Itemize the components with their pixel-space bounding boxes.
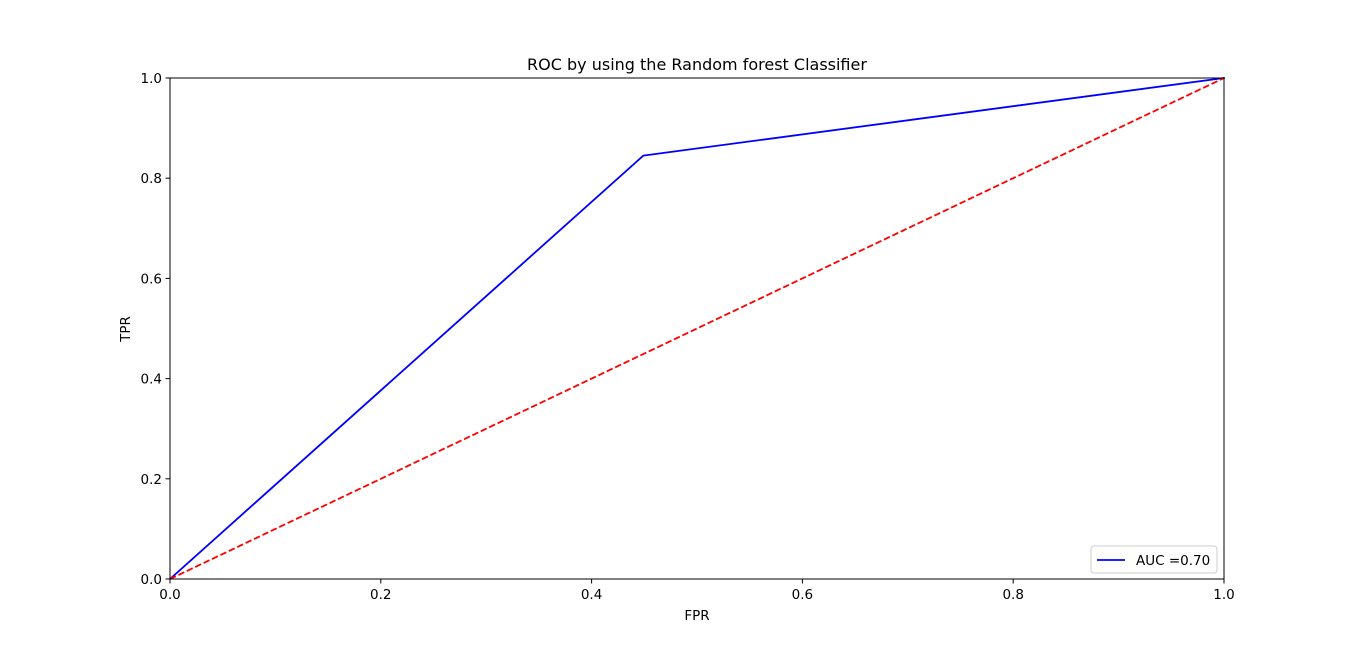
x-tick-label: 0.6: [792, 587, 813, 603]
series-layer: [168, 76, 1226, 581]
x-tick-label: 0.4: [581, 587, 602, 603]
y-tick-label: 0.8: [141, 171, 162, 187]
x-tick-label: 0.2: [370, 587, 391, 603]
plot-area: [168, 76, 1226, 581]
x-tick-label: 0.0: [159, 587, 180, 603]
chart-title: ROC by using the Random forest Classifie…: [527, 55, 867, 74]
legend: AUC =0.70: [1090, 545, 1218, 574]
legend-label: AUC =0.70: [1136, 553, 1210, 569]
axes-frame: [169, 77, 1225, 580]
x-axis-label: FPR: [684, 608, 709, 624]
x-axis-ticks: 0.0 0.2 0.4 0.6 0.8 1.0: [159, 579, 1235, 603]
y-tick-label: 1.0: [141, 71, 162, 87]
diagonal-reference-line: [169, 77, 1225, 580]
y-tick-label: 0.6: [141, 271, 162, 287]
y-tick-label: 0.2: [141, 472, 162, 488]
x-tick-label: 1.0: [1213, 587, 1234, 603]
y-axis-ticks: 0.0 0.2 0.4 0.6 0.8 1.0: [141, 71, 170, 588]
roc-curve-line: [168, 76, 1226, 581]
y-tick-label: 0.4: [141, 372, 162, 388]
y-tick-label: 0.0: [141, 572, 162, 588]
legend-items: AUC =0.70: [1097, 553, 1210, 569]
legend-box: [1090, 545, 1218, 574]
y-axis-label: TPR: [118, 316, 134, 343]
x-tick-label: 0.8: [1002, 587, 1023, 603]
